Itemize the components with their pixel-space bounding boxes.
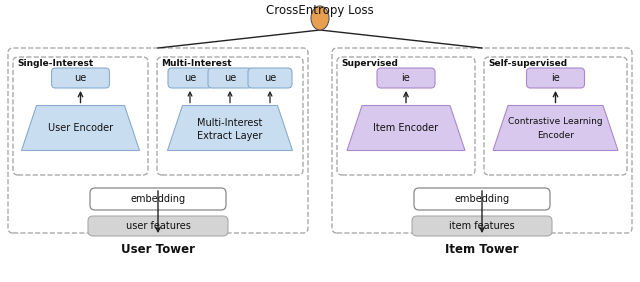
FancyBboxPatch shape — [414, 188, 550, 210]
Text: ie: ie — [402, 73, 410, 83]
Text: user features: user features — [125, 221, 191, 231]
FancyBboxPatch shape — [412, 216, 552, 236]
FancyBboxPatch shape — [88, 216, 228, 236]
Text: Self-supervised: Self-supervised — [488, 59, 567, 68]
Text: Extract Layer: Extract Layer — [197, 131, 262, 141]
Text: Item Encoder: Item Encoder — [373, 123, 438, 133]
Polygon shape — [347, 105, 465, 151]
FancyBboxPatch shape — [168, 68, 212, 88]
Text: ue: ue — [184, 73, 196, 83]
FancyBboxPatch shape — [248, 68, 292, 88]
Text: embedding: embedding — [454, 194, 509, 204]
Text: ue: ue — [74, 73, 86, 83]
FancyBboxPatch shape — [208, 68, 252, 88]
Text: item features: item features — [449, 221, 515, 231]
Text: Item Tower: Item Tower — [445, 243, 519, 256]
Text: ue: ue — [264, 73, 276, 83]
Text: Multi-Interest: Multi-Interest — [197, 118, 262, 128]
FancyBboxPatch shape — [90, 188, 226, 210]
Text: embedding: embedding — [131, 194, 186, 204]
Text: Supervised: Supervised — [341, 59, 398, 68]
FancyBboxPatch shape — [377, 68, 435, 88]
Polygon shape — [168, 105, 292, 151]
Text: ue: ue — [224, 73, 236, 83]
Text: CrossEntropy Loss: CrossEntropy Loss — [266, 4, 374, 17]
Text: ie: ie — [551, 73, 560, 83]
Text: Single-Interest: Single-Interest — [17, 59, 93, 68]
Polygon shape — [493, 105, 618, 151]
FancyBboxPatch shape — [527, 68, 584, 88]
Text: User Encoder: User Encoder — [48, 123, 113, 133]
Ellipse shape — [311, 6, 329, 30]
Polygon shape — [22, 105, 140, 151]
Text: Contrastive Learning: Contrastive Learning — [508, 118, 603, 127]
Text: Multi-Interest: Multi-Interest — [161, 59, 232, 68]
Text: Encoder: Encoder — [537, 131, 574, 140]
Text: User Tower: User Tower — [121, 243, 195, 256]
FancyBboxPatch shape — [51, 68, 109, 88]
